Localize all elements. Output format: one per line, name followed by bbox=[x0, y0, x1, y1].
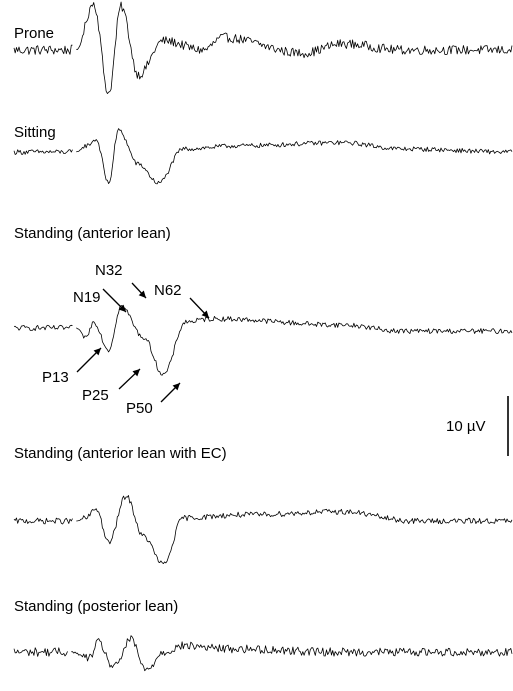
series-label-sitting: Sitting bbox=[14, 124, 56, 141]
component-label-n62: N62 bbox=[154, 282, 182, 299]
component-arrowhead-n32 bbox=[138, 290, 146, 298]
trace-1-segment-1 bbox=[76, 128, 513, 185]
component-arrowhead-p13 bbox=[93, 348, 101, 356]
series-label-prone: Prone bbox=[14, 25, 54, 42]
component-label-p25: P25 bbox=[82, 387, 109, 404]
component-arrowhead-p50 bbox=[172, 383, 180, 391]
component-annotations: P13 N19 P25 N32 P50 N62 bbox=[42, 262, 210, 417]
component-arrowhead-n19 bbox=[118, 304, 126, 312]
trace-0-segment-1 bbox=[76, 1, 513, 94]
trace-3-segment-0 bbox=[13, 517, 73, 525]
component-arrowhead-n62 bbox=[201, 310, 209, 318]
series-label-standing-anterior: Standing (anterior lean) bbox=[14, 225, 171, 242]
component-label-p13: P13 bbox=[42, 369, 69, 386]
component-label-n19: N19 bbox=[73, 289, 101, 306]
trace-group bbox=[13, 1, 513, 672]
trace-4-segment-0 bbox=[13, 647, 68, 657]
component-label-n32: N32 bbox=[95, 262, 123, 279]
trace-0-segment-0 bbox=[13, 44, 73, 55]
series-label-standing-posterior: Standing (posterior lean) bbox=[14, 598, 178, 615]
series-label-standing-anterior-ec: Standing (anterior lean with EC) bbox=[14, 445, 227, 462]
component-arrowhead-p25 bbox=[132, 369, 140, 377]
trace-4-segment-1 bbox=[71, 635, 513, 672]
scale-bar-label: 10 µV bbox=[446, 418, 486, 435]
trace-2-segment-0 bbox=[13, 324, 73, 331]
component-label-p50: P50 bbox=[126, 400, 153, 417]
trace-2-segment-1 bbox=[76, 305, 513, 376]
trace-1-segment-0 bbox=[13, 149, 73, 155]
trace-3-segment-1 bbox=[76, 495, 513, 564]
